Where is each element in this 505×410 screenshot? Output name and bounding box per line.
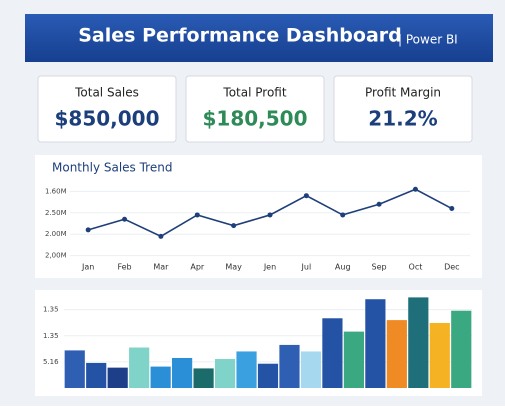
x-tick-label: Aug (335, 263, 351, 272)
y-tick-label: 5.16 (43, 358, 59, 366)
chart-title: Monthly Sales Trend (52, 161, 172, 175)
x-tick-label: Oct (409, 263, 423, 272)
bar (279, 344, 300, 388)
point (194, 212, 200, 218)
kpi-label: Total Sales (74, 86, 139, 100)
y-tick-label: 2,00M (45, 252, 67, 260)
x-tick-label: Dec (444, 263, 459, 272)
bar (150, 366, 171, 388)
point (376, 201, 382, 207)
x-tick-label: Apr (190, 263, 205, 272)
bar (322, 318, 343, 388)
y-tick-label: 1.60M (45, 187, 67, 195)
line-panel (35, 155, 482, 278)
x-tick-label: May (225, 263, 242, 272)
kpi-card (333, 75, 473, 143)
header-title: Sales Performance Dashboard (78, 25, 401, 47)
kpi-value: $180,500 (202, 107, 307, 131)
point (158, 233, 164, 239)
kpi-value: $850,000 (54, 107, 159, 131)
bar (343, 331, 364, 388)
bar (64, 350, 85, 388)
kpi-value: 21.2% (368, 107, 437, 131)
header-tag: | Power BI (398, 33, 458, 47)
bar (129, 347, 150, 388)
bar (107, 367, 128, 388)
x-tick-label: Jul (301, 263, 312, 272)
bar (451, 310, 472, 388)
point (267, 212, 273, 218)
kpi-label: Profit Margin (365, 86, 441, 100)
bar (236, 351, 257, 388)
point (412, 186, 418, 192)
header (25, 14, 493, 62)
x-tick-label: Jan (81, 263, 94, 272)
bar (386, 320, 407, 388)
bar (257, 363, 279, 388)
kpi-card (37, 75, 177, 143)
bar (214, 359, 236, 388)
point (449, 206, 455, 212)
x-tick-label: Jen (263, 263, 276, 272)
y-tick-label: 2.00M (45, 230, 67, 238)
y-tick-label: 2.50M (45, 209, 67, 217)
bar (408, 297, 429, 388)
y-tick-label: 1.35 (43, 306, 59, 314)
bar (429, 322, 450, 388)
bar (365, 299, 386, 388)
point (340, 212, 346, 218)
point (303, 193, 309, 199)
bar (193, 368, 214, 388)
y-tick-label: 1.35 (43, 332, 59, 340)
bar (300, 351, 322, 388)
bar (86, 362, 107, 388)
kpi-card (185, 75, 325, 143)
bar (172, 357, 193, 388)
point (122, 216, 128, 222)
point (231, 223, 237, 229)
kpi-label: Total Profit (222, 86, 286, 100)
x-tick-label: Sep (372, 263, 387, 272)
point (85, 227, 91, 233)
x-tick-label: Feb (117, 263, 131, 272)
x-tick-label: Mar (153, 263, 169, 272)
